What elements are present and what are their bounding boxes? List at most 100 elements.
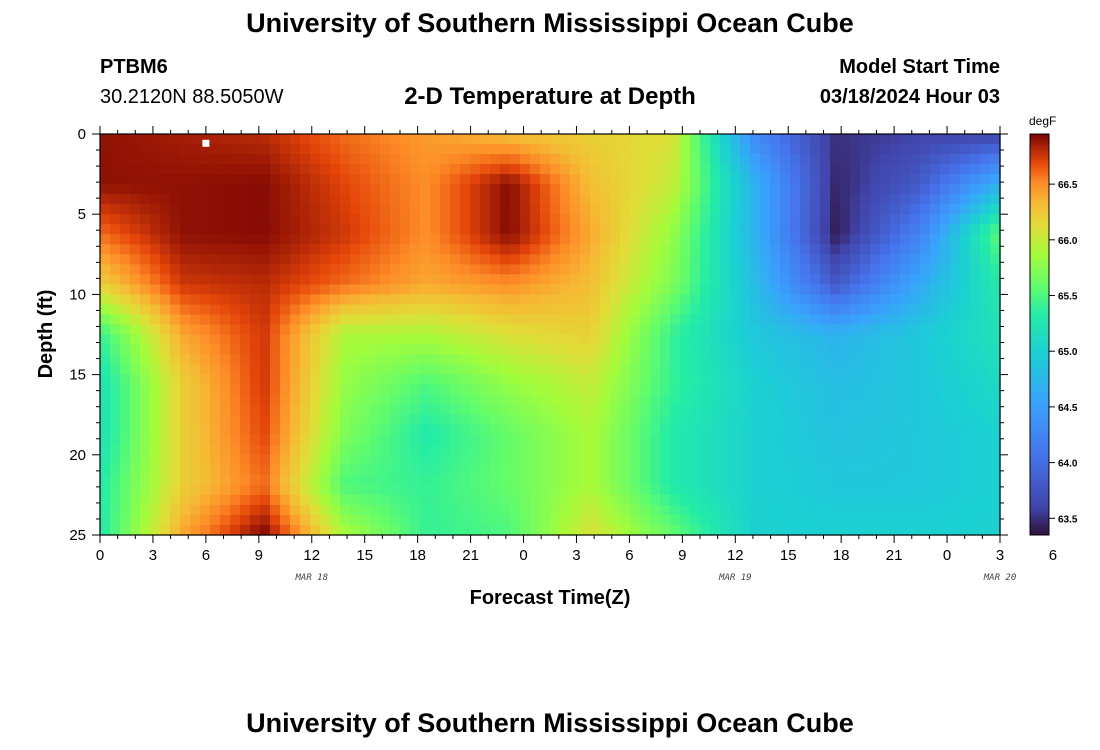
heatmap-cell: [300, 334, 311, 346]
heatmap-cell: [260, 454, 271, 466]
heatmap-cell: [590, 364, 601, 376]
heatmap-cell: [460, 264, 471, 275]
heatmap-cell: [800, 234, 811, 245]
heatmap-cell: [190, 154, 201, 165]
heatmap-cell: [610, 244, 621, 255]
heatmap-cell: [120, 254, 131, 265]
heatmap-cell: [550, 284, 561, 296]
heatmap-cell: [110, 374, 121, 386]
heatmap-cell: [350, 454, 361, 466]
heatmap-cell: [420, 294, 431, 306]
heatmap-cell: [220, 164, 231, 175]
heatmap-cell: [880, 164, 891, 175]
heatmap-cell: [370, 504, 381, 516]
heatmap-cell: [620, 314, 631, 326]
heatmap-cell: [380, 384, 391, 396]
heatmap-cell: [190, 174, 201, 185]
heatmap-cell: [690, 384, 701, 396]
heatmap-cell: [730, 384, 741, 396]
heatmap-cell: [240, 394, 251, 406]
heatmap-cell: [460, 374, 471, 386]
heatmap-cell: [510, 374, 521, 386]
heatmap-cell: [550, 424, 561, 436]
heatmap-cell: [850, 144, 861, 155]
heatmap-cell: [560, 144, 571, 155]
heatmap-cell: [510, 184, 521, 195]
heatmap-cell: [820, 324, 831, 336]
heatmap-cell: [620, 164, 631, 175]
heatmap-cell: [540, 344, 551, 356]
colorbar-tick-label: 64.5: [1058, 403, 1078, 414]
heatmap-cell: [820, 454, 831, 466]
heatmap-cell: [550, 364, 561, 376]
heatmap-cell: [180, 464, 191, 476]
heatmap-cell: [560, 524, 571, 536]
heatmap-cell: [330, 364, 341, 376]
heatmap-cell: [950, 374, 961, 386]
heatmap-cell: [240, 194, 251, 205]
heatmap-cell: [690, 424, 701, 436]
heatmap-cell: [940, 474, 951, 486]
x-tick-label: 12: [727, 547, 744, 564]
heatmap-cell: [300, 134, 311, 145]
heatmap-cell: [770, 474, 781, 486]
heatmap-cell: [220, 314, 231, 326]
heatmap-cell: [100, 334, 111, 346]
heatmap-cell: [840, 184, 851, 195]
heatmap-cell: [160, 334, 171, 346]
heatmap-cell: [790, 324, 801, 336]
heatmap-cell: [430, 404, 441, 416]
heatmap-cell: [700, 264, 711, 275]
heatmap-cell: [750, 514, 761, 526]
heatmap-cell: [390, 204, 401, 215]
heatmap-cell: [660, 444, 671, 456]
heatmap-cell: [430, 214, 441, 225]
heatmap-cell: [890, 494, 901, 506]
heatmap-cell: [530, 524, 541, 536]
heatmap-cell: [150, 314, 161, 326]
heatmap-cell: [660, 234, 671, 245]
heatmap-cell: [830, 514, 841, 526]
heatmap-cell: [730, 204, 741, 215]
heatmap-cell: [330, 464, 341, 476]
heatmap-cell: [410, 314, 421, 326]
heatmap-cell: [810, 204, 821, 215]
heatmap-cell: [480, 294, 491, 306]
heatmap-cell: [670, 354, 681, 366]
heatmap-cell: [840, 404, 851, 416]
heatmap-cell: [470, 294, 481, 306]
heatmap-cell: [800, 364, 811, 376]
heatmap-cell: [540, 244, 551, 255]
heatmap-cell: [760, 254, 771, 265]
heatmap-cell: [790, 364, 801, 376]
heatmap-cell: [790, 254, 801, 265]
heatmap-cell: [980, 364, 991, 376]
heatmap-cell: [760, 464, 771, 476]
heatmap-cell: [760, 474, 771, 486]
heatmap-cell: [210, 174, 221, 185]
heatmap-cell: [510, 404, 521, 416]
heatmap-cell: [440, 174, 451, 185]
heatmap-cell: [130, 134, 141, 145]
heatmap-cell: [760, 344, 771, 356]
heatmap-cell: [320, 404, 331, 416]
heatmap-cell: [910, 264, 921, 275]
heatmap-cell: [800, 154, 811, 165]
heatmap-cell: [370, 334, 381, 346]
heatmap-cell: [270, 354, 281, 366]
heatmap-cell: [350, 504, 361, 516]
heatmap-cell: [140, 174, 151, 185]
heatmap-cell: [550, 194, 561, 205]
heatmap-cell: [370, 514, 381, 526]
heatmap-cell: [300, 154, 311, 165]
heatmap-cell: [130, 414, 141, 426]
heatmap-cell: [170, 384, 181, 396]
heatmap-cell: [980, 194, 991, 205]
heatmap-cell: [630, 414, 641, 426]
colorbar-gradient: [1029, 133, 1050, 536]
heatmap-cell: [670, 504, 681, 516]
heatmap-cell: [400, 384, 411, 396]
heatmap-cell: [540, 154, 551, 165]
heatmap-cell: [770, 294, 781, 306]
heatmap-cell: [760, 484, 771, 496]
